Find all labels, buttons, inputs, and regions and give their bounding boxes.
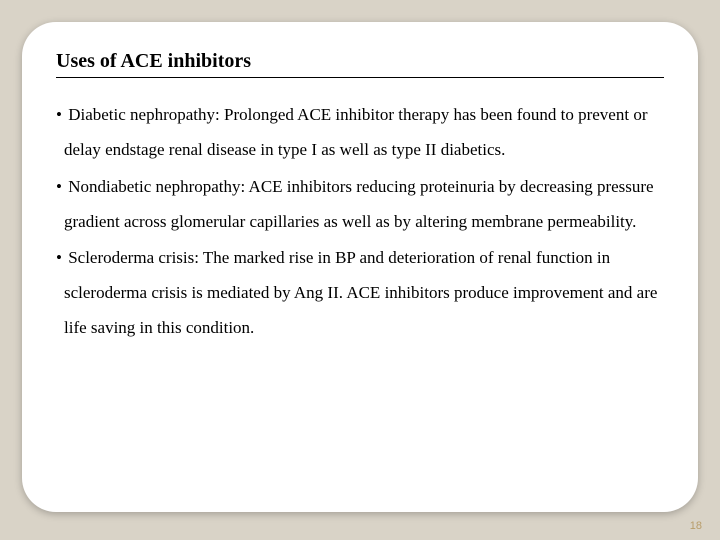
bullet-item: • Diabetic nephropathy: Prolonged ACE in… (56, 98, 664, 168)
bullet-marker: • (56, 105, 64, 124)
slide-title: Uses of ACE inhibitors (56, 50, 664, 78)
bullet-item: • Scleroderma crisis: The marked rise in… (56, 241, 664, 346)
bullet-text: Nondiabetic nephropathy: ACE inhibitors … (64, 177, 654, 231)
bullet-text: Diabetic nephropathy: Prolonged ACE inhi… (64, 105, 647, 159)
bullet-marker: • (56, 177, 64, 196)
page-number: 18 (690, 520, 702, 532)
bullet-marker: • (56, 248, 64, 267)
bullet-list: • Diabetic nephropathy: Prolonged ACE in… (56, 98, 664, 346)
bullet-item: • Nondiabetic nephropathy: ACE inhibitor… (56, 170, 664, 240)
slide-card: Uses of ACE inhibitors • Diabetic nephro… (22, 22, 698, 512)
bullet-text: Scleroderma crisis: The marked rise in B… (64, 248, 657, 337)
